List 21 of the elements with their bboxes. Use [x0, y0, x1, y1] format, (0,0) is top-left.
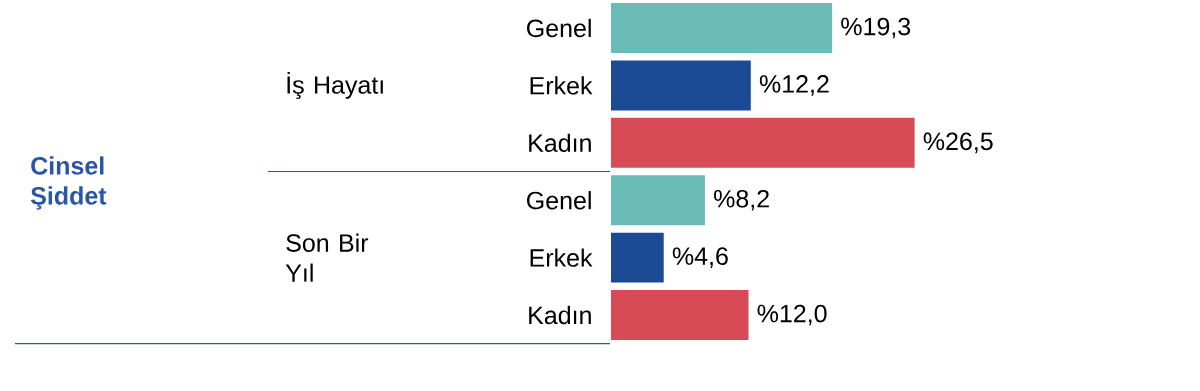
text: İş Hayatı — [287, 71, 383, 99]
bar — [611, 60, 751, 111]
data-label: %19,3 — [841, 17, 911, 39]
data-label: %26,5 — [923, 132, 993, 154]
y-tick-label: Genel — [527, 191, 591, 210]
data-label: %12,2 — [759, 75, 829, 96]
y-tick-label: Genel — [527, 18, 591, 38]
data-label: %8,2 — [714, 189, 769, 211]
data-label: %4,6 — [672, 247, 728, 268]
data-label: %12,0 — [757, 304, 827, 326]
y-tick-label: Kadın — [529, 133, 591, 152]
bar — [611, 232, 664, 283]
bar — [611, 117, 915, 168]
text: Cinsel Şiddet — [30, 156, 107, 210]
bar — [611, 175, 705, 226]
bar — [611, 290, 749, 340]
bar — [611, 3, 833, 53]
text: Son Bir Yıl — [285, 233, 369, 282]
y-tick-label: Erkek — [530, 248, 593, 267]
y-tick-label: Kadın — [529, 305, 591, 325]
y-tick-label: Erkek — [530, 76, 593, 95]
